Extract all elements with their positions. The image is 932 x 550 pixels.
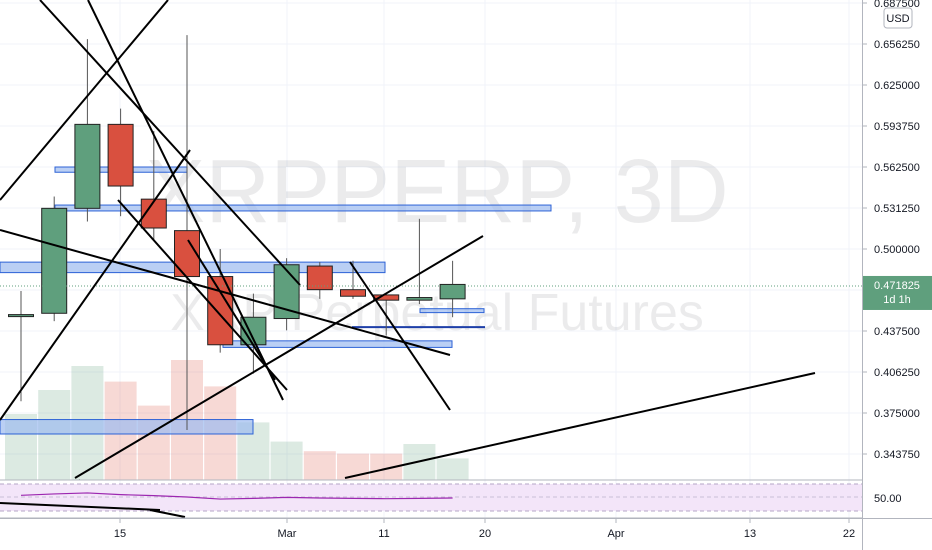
candle-body	[340, 289, 366, 297]
candle-body	[8, 314, 34, 318]
rsi-pane	[0, 479, 862, 519]
trend-line	[0, 0, 169, 201]
zone-rect	[54, 204, 552, 212]
price-tick-label: 0.625000	[874, 80, 920, 92]
currency-label: USD	[886, 13, 909, 25]
trend-line	[187, 239, 276, 381]
time-axis-ticks: 15 Mar 11 20 Apr 13 22	[114, 518, 855, 540]
trend-line	[39, 0, 301, 286]
rsi-drawing-line	[0, 502, 161, 511]
last-price-label: 0.471825 1d 1h	[863, 275, 932, 310]
volume-bar	[38, 390, 71, 480]
price-tick-label: 0.437500	[874, 326, 920, 338]
trend-line	[344, 372, 816, 479]
price-tick-label: 0.531250	[874, 203, 920, 215]
price-tick-label: 0.406250	[874, 367, 920, 379]
price-tick-label: 0.593750	[874, 121, 920, 133]
time-tick-label: 20	[479, 528, 491, 540]
candle-body	[74, 123, 101, 209]
volume-bar	[436, 458, 469, 480]
trend-line	[117, 199, 288, 391]
price-axis[interactable]	[863, 0, 932, 518]
price-tick-label: 0.687500	[874, 0, 920, 10]
rsi-line	[20, 492, 453, 500]
rsi-drawing-line	[149, 509, 186, 518]
trend-line	[0, 149, 191, 421]
rsi-level-label: 50.00	[874, 493, 902, 505]
time-tick-label: Mar	[278, 528, 297, 540]
watermark-symbol: XRPPERP, 3D	[145, 142, 729, 242]
zone-rect	[419, 308, 485, 314]
time-axis[interactable]	[0, 519, 862, 550]
candle-body	[306, 265, 333, 291]
time-tick-label: 15	[114, 528, 126, 540]
price-tick-label: 0.500000	[874, 244, 920, 256]
candle-body	[107, 123, 134, 187]
zone-rect	[0, 419, 254, 435]
volume-bar	[303, 451, 336, 480]
trend-lines	[0, 0, 816, 480]
candle-body	[406, 297, 433, 301]
candle-body	[439, 283, 466, 300]
candle-body	[207, 276, 234, 346]
last-price-interval: 1d 1h	[883, 294, 911, 306]
time-tick-label: 13	[744, 528, 756, 540]
price-tick-label: 0.562500	[874, 162, 920, 174]
trend-line	[74, 235, 484, 479]
trend-line	[349, 261, 451, 411]
time-tick-label: 22	[843, 528, 855, 540]
time-tick-label: 11	[378, 528, 389, 540]
price-tick-label: 0.375000	[874, 408, 920, 420]
volume-bar	[137, 405, 170, 480]
trend-line	[87, 0, 284, 401]
currency-box[interactable]	[883, 7, 913, 29]
volume-bar	[270, 441, 303, 480]
time-tick-label: Apr	[607, 528, 624, 540]
last-price-value: 0.471825	[874, 280, 920, 292]
trend-line	[0, 229, 451, 356]
candle-body	[41, 207, 68, 314]
price-tick-label: 0.343750	[874, 449, 920, 461]
price-tick-label: 0.656250	[874, 39, 920, 51]
candles	[8, 35, 466, 431]
